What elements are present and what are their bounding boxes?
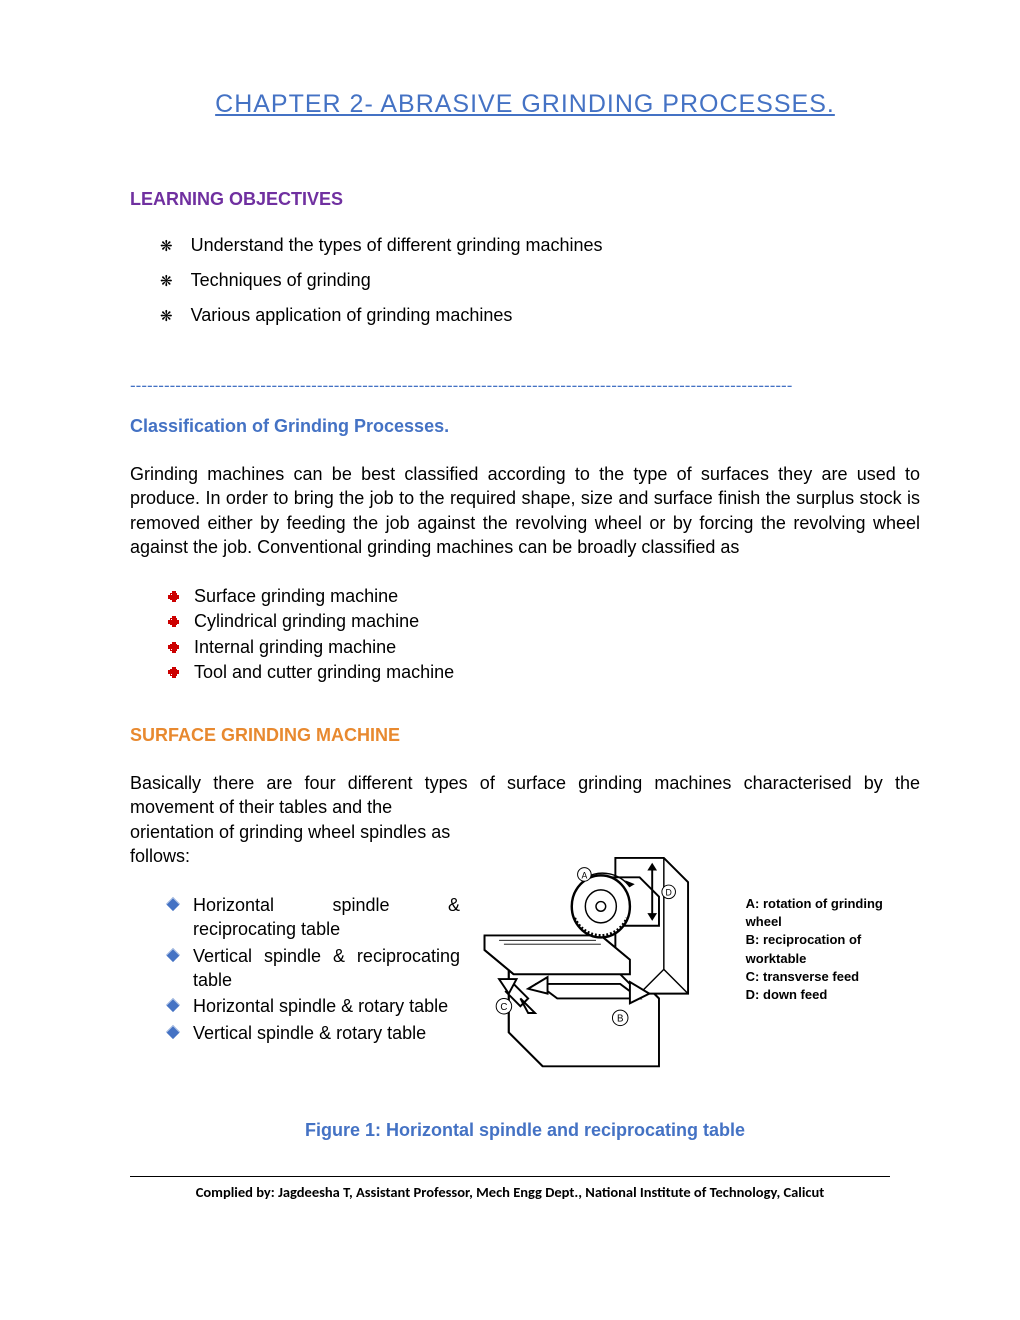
grinding-machine-diagram: A D B — [470, 820, 732, 1080]
diamond-bullet-icon — [166, 948, 180, 962]
two-column-section: orientation of grinding wheel spindles a… — [130, 820, 920, 1080]
objective-text: Understand the types of different grindi… — [191, 235, 603, 256]
class-item-text: Surface grinding machine — [194, 584, 398, 609]
classification-heading: Classification of Grinding Processes. — [130, 416, 920, 437]
square-bullet-icon — [168, 642, 179, 653]
svg-text:A: A — [581, 870, 587, 880]
legend-a: A: rotation of grinding wheel — [746, 895, 920, 931]
square-bullet-icon — [168, 591, 179, 602]
list-item: Vertical spindle & rotary table — [168, 1021, 460, 1045]
legend-d: D: down feed — [746, 986, 920, 1004]
list-item: ❋ Understand the types of different grin… — [160, 235, 920, 256]
surface-grinding-heading: SURFACE GRINDING MACHINE — [130, 725, 920, 746]
type-text: Vertical spindle & reciprocating table — [193, 944, 460, 993]
square-bullet-icon — [168, 667, 179, 678]
objective-text: Various application of grinding machines — [191, 305, 513, 326]
svg-text:D: D — [666, 887, 672, 897]
class-item-text: Internal grinding machine — [194, 635, 396, 660]
list-item: Tool and cutter grinding machine — [168, 660, 920, 685]
right-column: A D B — [470, 820, 920, 1080]
list-item: Vertical spindle & reciprocating table — [168, 944, 460, 993]
document-page: CHAPTER 2- ABRASIVE GRINDING PROCESSES. … — [0, 0, 1020, 1241]
class-item-text: Cylindrical grinding machine — [194, 609, 419, 634]
surface-intro: Basically there are four different types… — [130, 771, 920, 820]
type-text: Horizontal spindle & rotary table — [193, 994, 460, 1018]
svg-text:C: C — [500, 1002, 507, 1013]
surface-follow-text: orientation of grinding wheel spindles a… — [130, 820, 460, 869]
figure-caption: Figure 1: Horizontal spindle and recipro… — [130, 1120, 920, 1141]
type-text: Horizontal spindle & reciprocating table — [193, 893, 460, 942]
legend-c: C: transverse feed — [746, 968, 920, 986]
classification-body: Grinding machines can be best classified… — [130, 462, 920, 559]
type-text: Vertical spindle & rotary table — [193, 1021, 460, 1045]
diamond-bullet-icon — [166, 897, 180, 911]
learning-objectives-heading: LEARNING OBJECTIVES — [130, 189, 920, 210]
separator-line: ----------------------------------------… — [130, 376, 920, 396]
square-bullet-icon — [168, 616, 179, 627]
diamond-bullet-icon — [166, 1025, 180, 1039]
left-column: orientation of grinding wheel spindles a… — [130, 820, 460, 1080]
objectives-list: ❋ Understand the types of different grin… — [160, 235, 920, 326]
chapter-title: CHAPTER 2- ABRASIVE GRINDING PROCESSES. — [130, 90, 920, 119]
classification-list: Surface grinding machine Cylindrical gri… — [168, 584, 920, 685]
list-item: Internal grinding machine — [168, 635, 920, 660]
diagram-container: A D B — [470, 820, 920, 1080]
list-item: Surface grinding machine — [168, 584, 920, 609]
svg-text:B: B — [617, 1013, 623, 1024]
gear-icon: ❋ — [160, 272, 173, 290]
types-list: Horizontal spindle & reciprocating table… — [168, 893, 460, 1045]
figure-legend: A: rotation of grinding wheel B: recipro… — [746, 895, 920, 1004]
figure-area: A D B — [470, 820, 920, 1080]
list-item: Cylindrical grinding machine — [168, 609, 920, 634]
objective-text: Techniques of grinding — [191, 270, 371, 291]
gear-icon: ❋ — [160, 307, 173, 325]
legend-b: B: reciprocation of worktable — [746, 931, 920, 967]
list-item: ❋ Various application of grinding machin… — [160, 305, 920, 326]
list-item: ❋ Techniques of grinding — [160, 270, 920, 291]
diamond-bullet-icon — [166, 998, 180, 1012]
page-footer: Complied by: Jagdeesha T, Assistant Prof… — [130, 1176, 890, 1201]
list-item: Horizontal spindle & reciprocating table — [168, 893, 460, 942]
gear-icon: ❋ — [160, 237, 173, 255]
list-item: Horizontal spindle & rotary table — [168, 994, 460, 1018]
class-item-text: Tool and cutter grinding machine — [194, 660, 454, 685]
